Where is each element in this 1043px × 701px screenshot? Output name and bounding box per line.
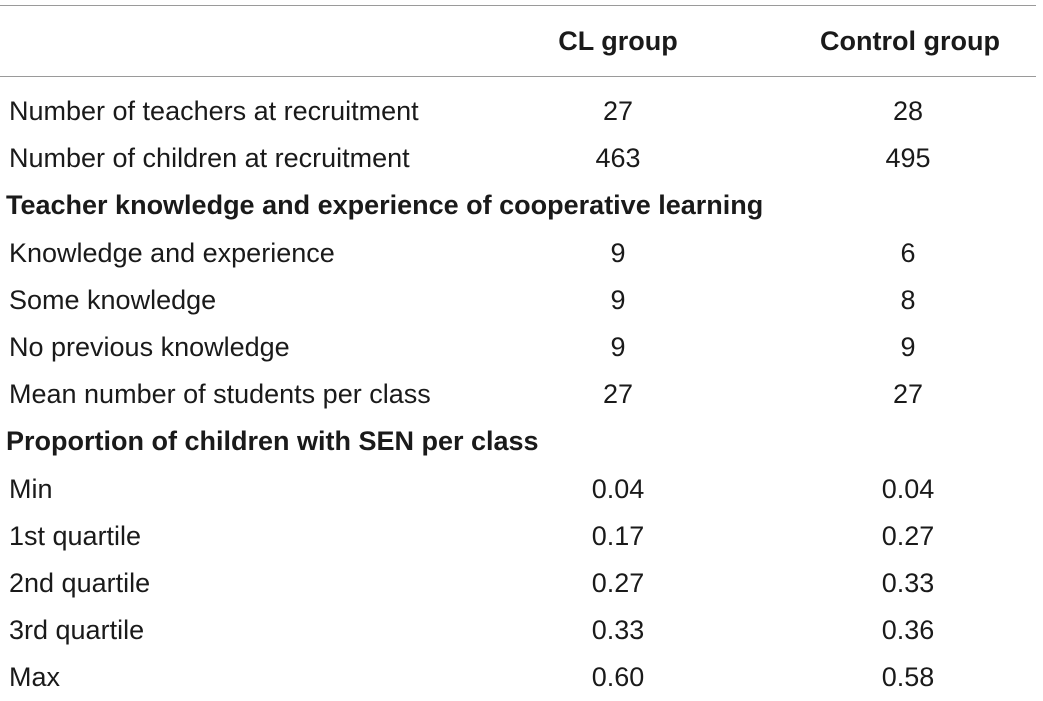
- control-group-value: 0.33: [881, 568, 935, 598]
- table-row: No previous knowledge 9 9: [0, 324, 1036, 371]
- cl-group-value: 9: [610, 238, 626, 268]
- cl-group-value: 27: [602, 96, 634, 126]
- table-row: Max 0.60 0.58: [0, 654, 1036, 701]
- row-label: Mean number of students per class: [9, 379, 431, 409]
- row-label: Number of children at recruitment: [9, 143, 410, 173]
- table-row: Mean number of students per class 27 27: [0, 371, 1036, 418]
- row-label: Number of teachers at recruitment: [9, 96, 419, 126]
- control-group-value: 6: [900, 238, 916, 268]
- cl-group-value: 0.60: [591, 662, 645, 692]
- section-label: Proportion of children with SEN per clas…: [6, 426, 539, 456]
- table-header-row: CL group Control group: [0, 18, 1036, 65]
- section-header-row: Proportion of children with SEN per clas…: [0, 418, 1036, 465]
- section-label: Teacher knowledge and experience of coop…: [6, 190, 764, 220]
- cl-group-value: 0.27: [591, 568, 645, 598]
- cl-group-value: 463: [595, 143, 641, 173]
- section-header-row: Teacher knowledge and experience of coop…: [0, 182, 1036, 229]
- cl-group-value: 9: [610, 285, 626, 315]
- row-label: Max: [9, 662, 61, 692]
- table-row: 3rd quartile 0.33 0.36: [0, 607, 1036, 654]
- control-group-value: 8: [900, 285, 916, 315]
- control-group-value: 0.58: [881, 662, 935, 692]
- control-group-value: 0.04: [881, 474, 935, 504]
- cl-group-value: 9: [610, 332, 626, 362]
- control-group-value: 27: [892, 379, 924, 409]
- control-group-value: 0.27: [881, 521, 935, 551]
- table-row: Knowledge and experience 9 6: [0, 230, 1036, 277]
- control-group-value: 9: [900, 332, 916, 362]
- cl-group-value: 27: [602, 379, 634, 409]
- cl-group-value: 0.04: [591, 474, 645, 504]
- header-cl-group: CL group: [558, 26, 678, 56]
- table-header-rule: [0, 76, 1036, 77]
- row-label: No previous knowledge: [9, 332, 290, 362]
- row-label: 1st quartile: [9, 521, 142, 551]
- row-label: Min: [9, 474, 53, 504]
- table-top-rule: [0, 5, 1036, 6]
- control-group-value: 0.36: [881, 615, 935, 645]
- table-row: Number of teachers at recruitment 27 28: [0, 88, 1036, 135]
- row-label: Some knowledge: [9, 285, 217, 315]
- cl-group-value: 0.33: [591, 615, 645, 645]
- table-row: Some knowledge 9 8: [0, 277, 1036, 324]
- table-row: Number of children at recruitment 463 495: [0, 135, 1036, 182]
- control-group-value: 495: [885, 143, 931, 173]
- table-row: 2nd quartile 0.27 0.33: [0, 560, 1036, 607]
- cl-group-value: 0.17: [591, 521, 645, 551]
- table-row: Min 0.04 0.04: [0, 466, 1036, 513]
- row-label: 3rd quartile: [9, 615, 145, 645]
- header-control-group: Control group: [820, 26, 1000, 56]
- row-label: 2nd quartile: [9, 568, 151, 598]
- table-row: 1st quartile 0.17 0.27: [0, 513, 1036, 560]
- row-label: Knowledge and experience: [9, 238, 335, 268]
- control-group-value: 28: [892, 96, 924, 126]
